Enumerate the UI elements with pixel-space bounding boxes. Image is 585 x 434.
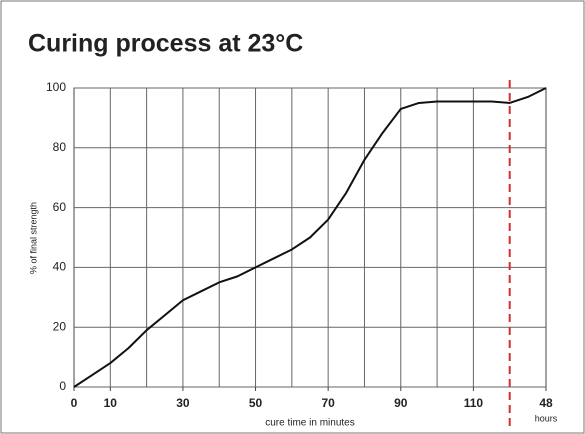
x-tick-label: 90 (394, 396, 408, 410)
y-tick-label: 40 (53, 260, 67, 274)
y-tick-label: 0 (59, 379, 66, 393)
y-tick-label: 80 (53, 140, 67, 154)
x-axis-label: cure time in minutes (265, 418, 354, 429)
x-tick-label: 48 (539, 396, 553, 410)
x-tick-label: 0 (71, 396, 78, 410)
y-tick-label: 60 (53, 200, 67, 214)
x-tick-label: 10 (104, 396, 118, 410)
x-tick-label: 70 (321, 396, 335, 410)
x-tick-label: 30 (176, 396, 190, 410)
y-tick-label: 20 (53, 319, 67, 333)
chart-title: Curing process at 23°C (28, 30, 303, 58)
x-tick-label: 110 (464, 396, 484, 410)
x-tick-label: 50 (249, 396, 263, 410)
y-tick-label: 100 (46, 80, 66, 94)
annotation: hours (535, 413, 558, 423)
y-axis-label: % of final strength (28, 202, 38, 274)
data-line (73, 87, 547, 388)
